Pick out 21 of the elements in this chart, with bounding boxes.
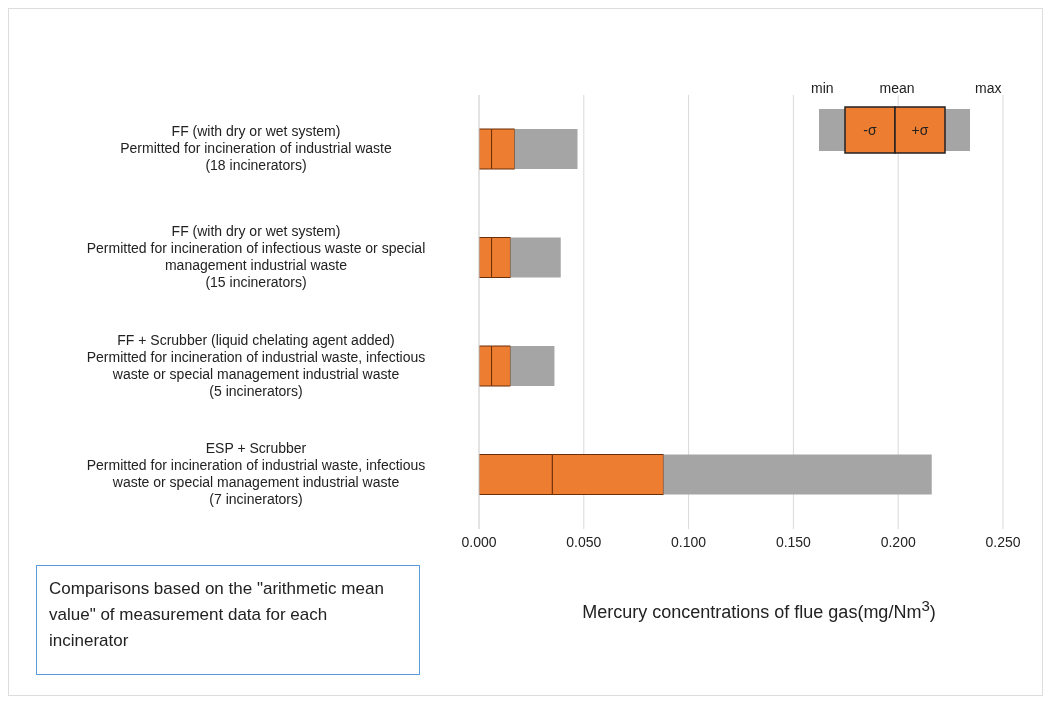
x-axis-title: Mercury concentrations of flue gas(mg/Nm$^{3}$) — [581, 597, 937, 623]
y-tick-label: FF + Scrubber (liquid chelating agent added) Permitted for incineration of industrial waste, infectious waste or special management industrial waste (5 incinerators) — [86, 331, 426, 399]
y-tick-label: FF (with dry or wet system) Permitted for incineration of industrial waste (18 incinerators) — [120, 122, 392, 173]
bar — [514, 129, 578, 169]
annotation: min — [811, 80, 834, 96]
y-tick-label: FF (with dry or wet system) Permitted for incineration of infectious waste or special management industrial waste (15 incinerators) — [86, 222, 426, 290]
text: Comparisons based on the "arithmetic mean value" of measurement data for each incinerator — [36, 565, 420, 675]
x-tick-label: 0.150 — [775, 533, 812, 550]
x-tick-label: 0.000 — [461, 533, 497, 550]
bar — [510, 346, 555, 386]
bar — [663, 454, 932, 495]
y-tick-label: ESP + Scrubber Permitted for incineration of industrial waste, infectious waste or special management industrial waste (7 incinerators) — [86, 439, 426, 507]
x-tick-label: 0.200 — [880, 533, 916, 550]
x-tick-label: 0.050 — [566, 533, 602, 550]
annotation: mean — [879, 80, 915, 96]
annotation: max — [975, 80, 1002, 96]
annotation: +σ — [911, 122, 929, 138]
annotation: -σ — [863, 122, 878, 138]
x-tick-label: 0.250 — [985, 533, 1021, 550]
x-tick-label: 0.100 — [671, 533, 707, 550]
bar — [510, 237, 561, 278]
